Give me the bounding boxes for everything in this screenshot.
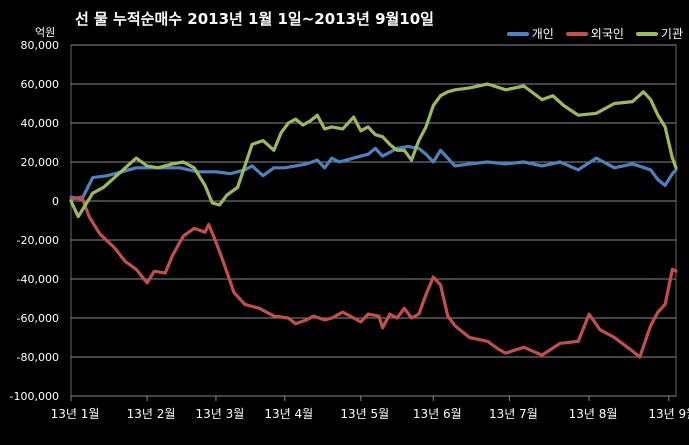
y-tick-label: 0 [52,195,59,208]
plot-area [70,44,677,397]
y-axis-unit-label: 억원 [35,26,56,39]
x-tick-label: 13년 7월 [489,407,538,421]
legend-swatch-institution [635,31,658,36]
x-tick-label: 13년 2월 [127,407,176,421]
y-tick-label: -40,000 [17,273,59,286]
y-tick-label: -60,000 [17,312,59,325]
x-tick-label: 13년 3월 [196,407,245,421]
legend-swatch-foreign [565,31,588,36]
legend-item-individual: 개인 [506,25,554,42]
x-tick-label: 13년 6월 [413,407,462,421]
y-tick-label: 60,000 [21,78,60,91]
legend-label-individual: 개인 [531,27,554,41]
y-tick-label: 80,000 [21,39,60,52]
x-tick-label: 13년 9월 [648,407,689,421]
y-tick-label: -80,000 [17,351,59,364]
series-line-2 [69,195,678,359]
series-line-3 [69,82,678,219]
chart-legend: 개인 외국인 기관 [506,25,683,42]
y-tick-label: -100,000 [10,390,59,403]
x-tick-label: 13년 4월 [264,407,313,421]
x-tick-label: 13년 5월 [340,407,389,421]
series-line-1 [69,144,678,201]
legend-item-institution: 기관 [635,25,683,42]
y-tick-label: 20,000 [21,156,60,169]
legend-item-foreign: 외국인 [565,25,624,42]
x-tick-label: 13년 8월 [569,407,618,421]
y-tick-label: -20,000 [17,234,59,247]
x-tick-label: 13년 1월 [51,407,100,421]
chart-title: 선 물 누적순매수 2013년 1월 1일~2013년 9월10일 [75,10,434,28]
legend-label-institution: 기관 [660,27,683,41]
legend-swatch-individual [506,31,529,36]
y-tick-label: 40,000 [21,117,60,130]
legend-label-foreign: 외국인 [590,27,624,41]
